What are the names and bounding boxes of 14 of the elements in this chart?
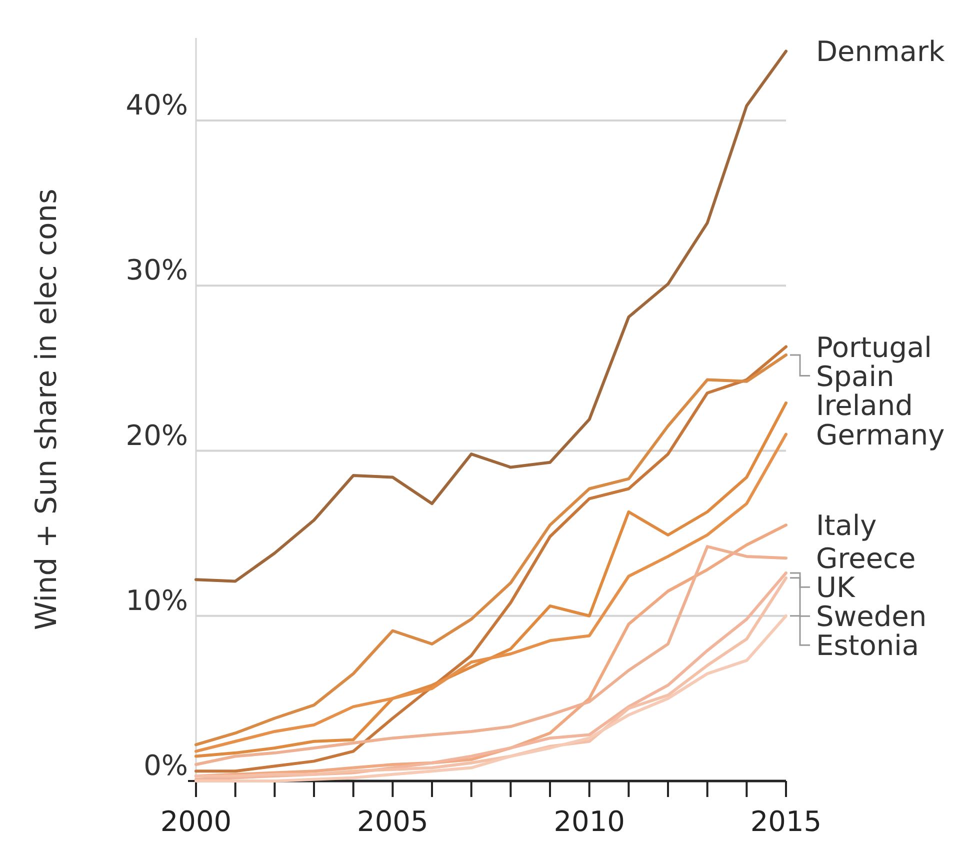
series-label: Denmark <box>816 35 946 68</box>
x-tick-label: 2000 <box>160 805 232 838</box>
x-tick-label: 2010 <box>554 805 625 838</box>
y-tick-label: 40% <box>126 88 188 122</box>
series-label: Italy <box>816 509 877 542</box>
x-tick-label: 2005 <box>357 805 428 838</box>
y-tick-label: 20% <box>126 418 188 452</box>
y-axis-title: Wind + Sun share in elec cons <box>29 188 63 630</box>
series-label: Germany <box>816 418 945 452</box>
y-tick-label: 30% <box>126 254 188 287</box>
series-label: Portugal <box>816 330 932 364</box>
y-tick-label: 0% <box>144 749 188 782</box>
y-tick-label: 10% <box>126 584 188 617</box>
x-tick-label: 2015 <box>750 805 822 838</box>
